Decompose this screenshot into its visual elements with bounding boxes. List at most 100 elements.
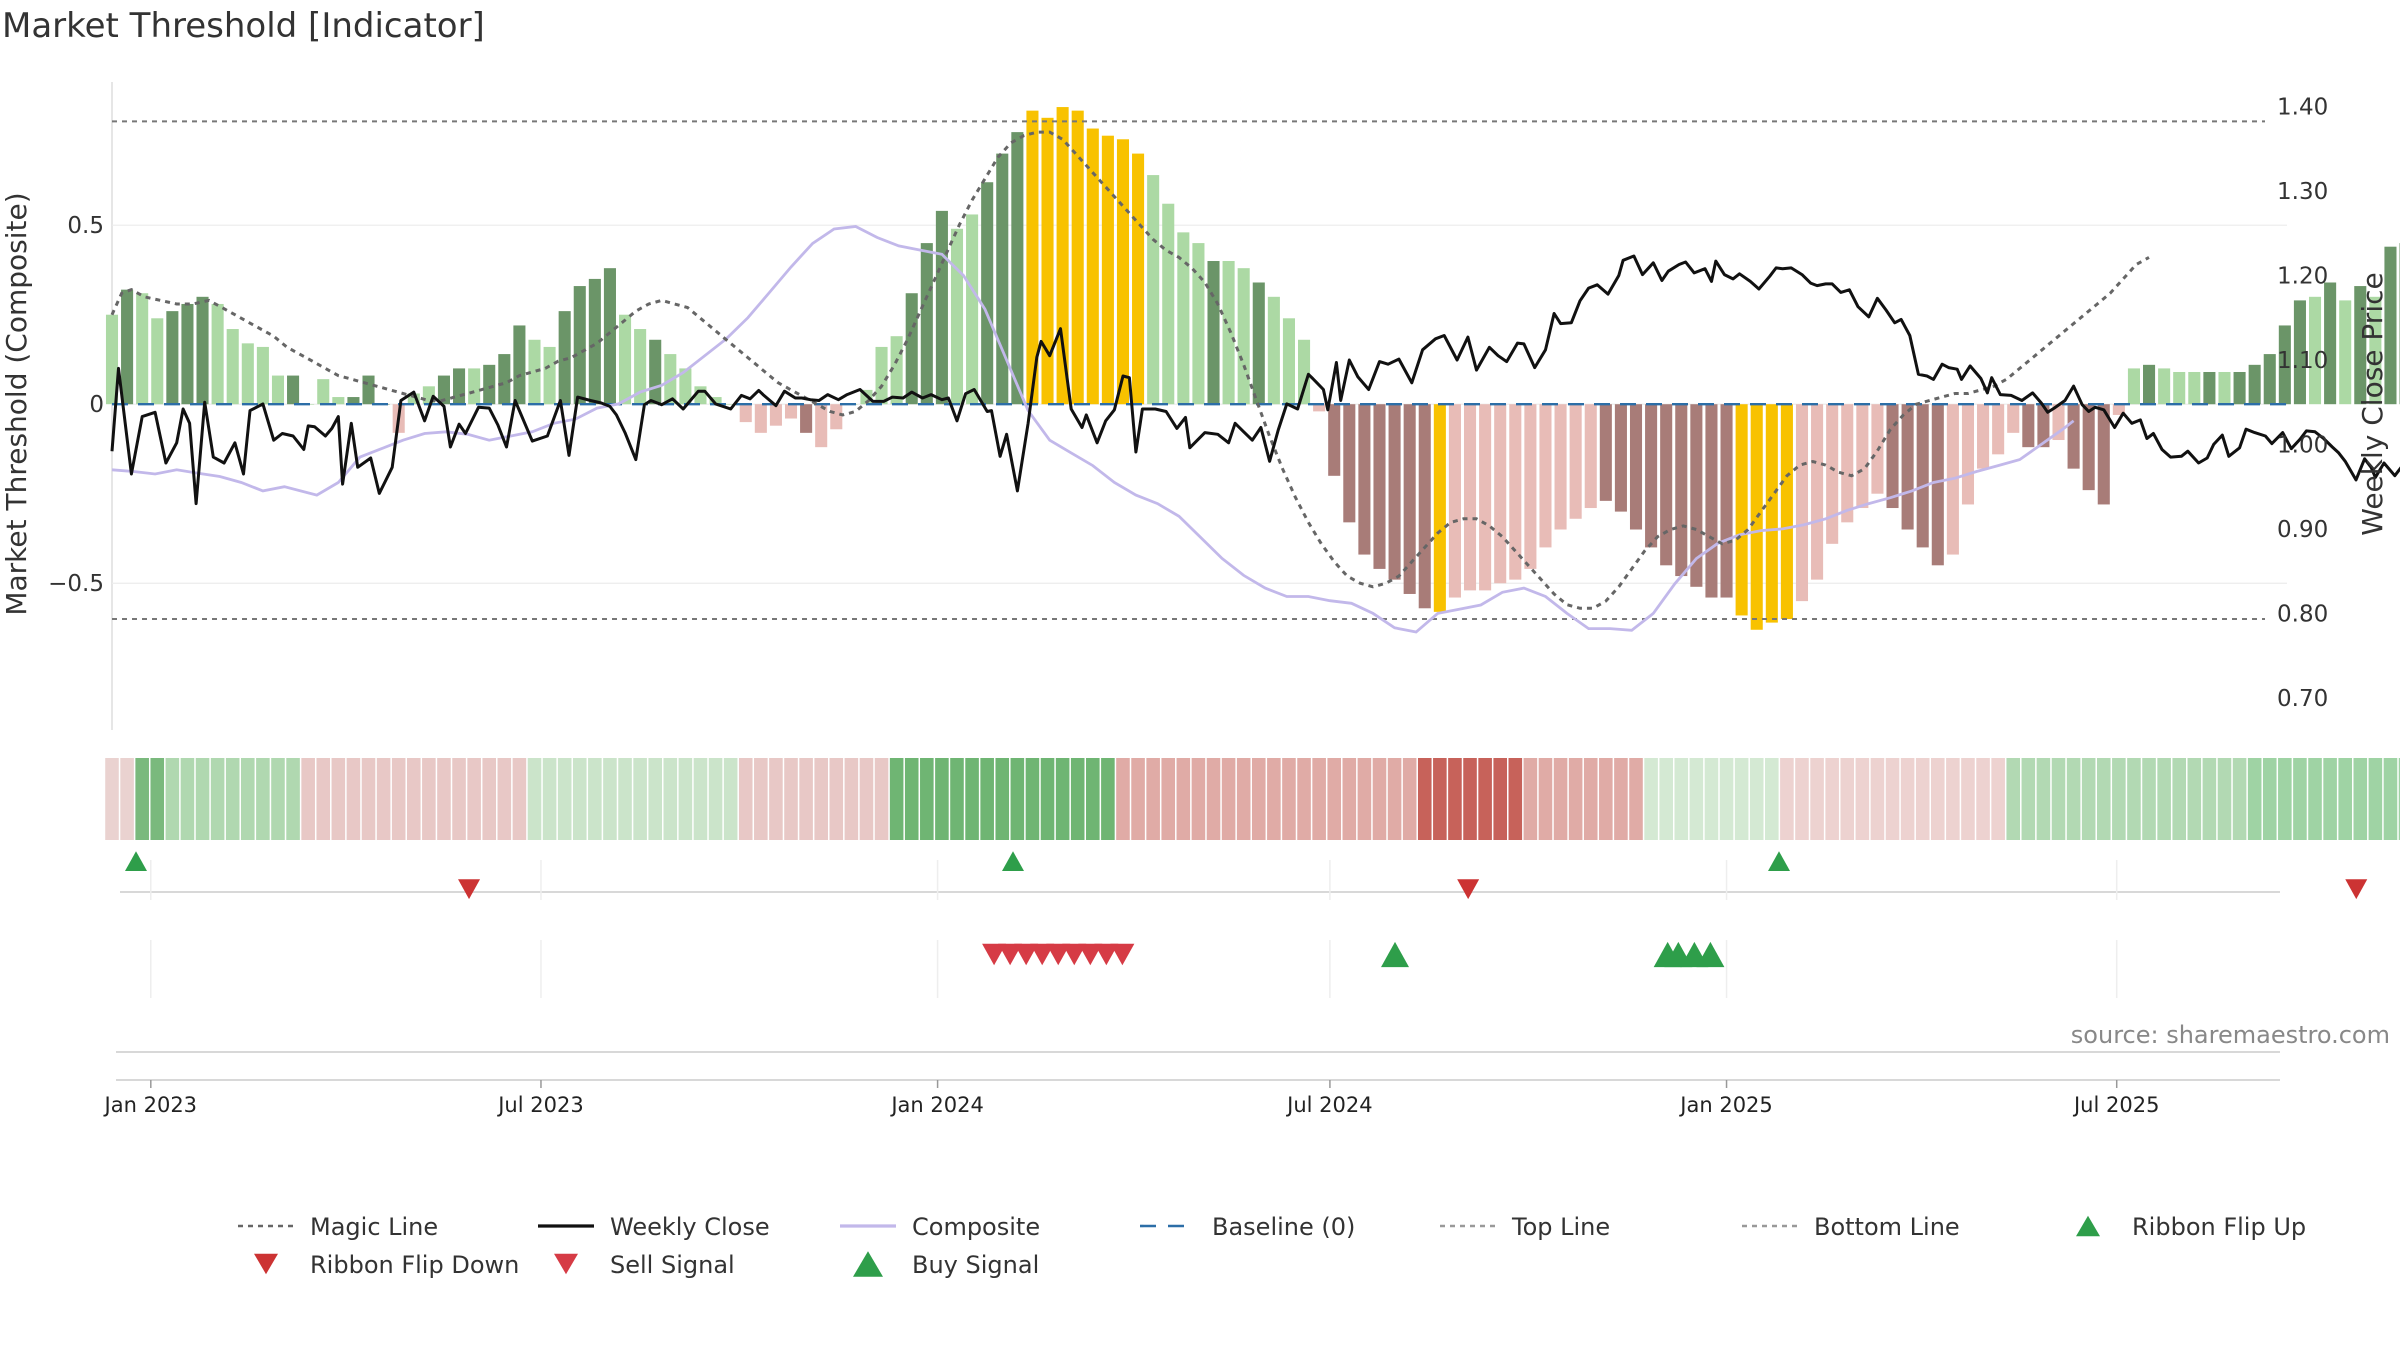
ribbon-cell xyxy=(1855,758,1870,840)
ribbon-cell xyxy=(1614,758,1628,840)
composite-bar xyxy=(2007,404,2020,433)
composite-bar xyxy=(543,346,556,405)
ribbon-cell xyxy=(663,758,678,840)
composite-bar xyxy=(1811,404,1824,580)
composite-bar xyxy=(981,182,994,405)
composite-bar xyxy=(528,339,541,405)
ribbon-cell xyxy=(346,758,361,840)
buy-signal-marker xyxy=(1696,941,1725,968)
ribbon-cell xyxy=(2308,758,2322,840)
ribbon-cell xyxy=(2157,758,2171,840)
composite-bar xyxy=(558,311,571,405)
ribbon-cell xyxy=(527,758,542,840)
ribbon-cell xyxy=(2278,758,2292,840)
composite-bar xyxy=(1116,139,1130,405)
composite-bar xyxy=(1071,110,1084,405)
composite-bar xyxy=(407,393,420,405)
ribbon-cell xyxy=(1629,758,1643,840)
composite-bar xyxy=(2278,325,2291,405)
ribbon-cell xyxy=(452,758,466,840)
composite-bar xyxy=(453,368,466,405)
legend-item: Bottom Line xyxy=(1742,1213,1960,1241)
legend-swatch xyxy=(2076,1215,2100,1237)
ribbon-cell xyxy=(1025,758,1040,840)
right-axis-label: Weekly Close Price xyxy=(2356,272,2389,535)
composite-bar xyxy=(619,314,632,405)
composite-bar xyxy=(1101,135,1114,405)
ribbon-cell xyxy=(1840,758,1855,840)
ribbon-flip-up-marker xyxy=(1002,851,1025,872)
ribbon-cell xyxy=(1644,758,1658,840)
left-tick-label: −0.5 xyxy=(48,571,104,597)
composite-bar xyxy=(1509,404,1522,580)
composite-bar xyxy=(2324,282,2337,405)
composite-bar xyxy=(2203,371,2216,405)
ribbon-cell xyxy=(1387,758,1402,840)
x-tick-label: Jan 2025 xyxy=(1678,1093,1773,1117)
ribbon-cell xyxy=(1674,758,1689,840)
sell-signal-marker xyxy=(1030,943,1055,966)
legend: Magic Line Weekly Close Composite Baseline … xyxy=(238,1213,2306,1279)
composite-bar xyxy=(1584,404,1597,509)
ribbon-cell xyxy=(1931,758,1945,840)
composite-bar xyxy=(1992,404,2005,455)
composite-bar xyxy=(1720,404,1733,598)
composite-bar xyxy=(1282,318,1295,405)
ribbon-cell xyxy=(1070,758,1085,840)
composite-bar xyxy=(468,368,481,405)
ribbon-cell xyxy=(1553,758,1568,840)
composite-bar xyxy=(483,364,496,405)
composite-bar xyxy=(1463,404,1477,591)
composite-bar xyxy=(2097,404,2110,505)
sell-signal-marker xyxy=(982,943,1007,966)
ribbon-cell xyxy=(482,758,497,840)
composite-bar xyxy=(287,375,300,405)
composite-bar xyxy=(1358,404,1371,555)
composite-bar xyxy=(1403,404,1416,594)
x-axis: Jan 2023 Jul 2023 Jan 2024 Jul 2024 Jan 2025… xyxy=(103,1080,2159,1117)
ribbon-cell xyxy=(1704,758,1719,840)
ribbon-cell xyxy=(603,758,617,840)
composite-bar xyxy=(2293,300,2306,405)
composite-bar xyxy=(1795,404,1809,602)
composite-bar xyxy=(1056,107,1069,405)
composite-bar xyxy=(2188,371,2201,405)
legend-item: Composite xyxy=(840,1213,1040,1241)
legend-label: Buy Signal xyxy=(912,1251,1039,1279)
ribbon-cell xyxy=(859,758,874,840)
ribbon-cell xyxy=(1689,758,1704,840)
ribbon-cell xyxy=(648,758,662,840)
ribbon-cell xyxy=(467,758,481,840)
composite-bar xyxy=(2218,371,2231,405)
composite-bar xyxy=(332,397,345,405)
composite-bar xyxy=(1162,203,1175,405)
sell-signal-marker xyxy=(1078,943,1103,966)
composite-bar xyxy=(1132,153,1145,405)
composite-bar xyxy=(2082,404,2095,491)
legend-label: Ribbon Flip Up xyxy=(2132,1213,2306,1241)
composite-bar xyxy=(1313,404,1326,412)
legend-label: Sell Signal xyxy=(610,1251,735,1279)
ribbon-cell xyxy=(1795,758,1809,840)
ribbon-cell xyxy=(1146,758,1160,840)
legend-swatch xyxy=(853,1251,883,1277)
ribbon-cell xyxy=(2036,758,2051,840)
composite-bar xyxy=(1494,404,1507,584)
composite-bar xyxy=(1690,404,1703,587)
ribbon-cell xyxy=(618,758,632,840)
ribbon-strip xyxy=(105,758,2400,840)
ribbon-cell xyxy=(1101,758,1115,840)
ribbon-cell xyxy=(1870,758,1885,840)
composite-bar xyxy=(1599,404,1612,501)
composite-bar xyxy=(2037,404,2050,448)
composite-bar xyxy=(1931,404,1944,566)
ribbon-cell xyxy=(1538,758,1553,840)
composite-bar xyxy=(211,303,224,405)
series-lines xyxy=(110,130,2400,634)
right-tick-label: 0.80 xyxy=(2277,601,2328,627)
ribbon-cell xyxy=(1780,758,1794,840)
ribbon-cell xyxy=(1900,758,1915,840)
composite-bar xyxy=(739,404,752,423)
right-tick-label: 1.00 xyxy=(2277,432,2328,458)
ribbon-cell xyxy=(437,758,451,840)
